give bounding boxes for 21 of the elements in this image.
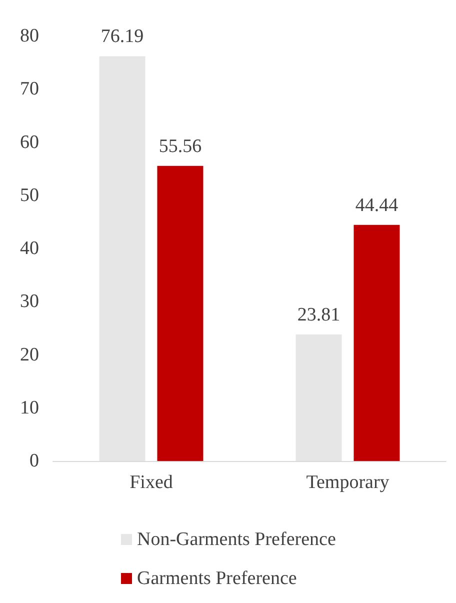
bar — [354, 224, 400, 461]
data-label: 55.56 — [158, 136, 202, 157]
y-tick-label: 70 — [20, 78, 39, 100]
y-tick-label: 50 — [20, 184, 39, 206]
y-tick-label: 60 — [20, 132, 39, 153]
data-label: 44.44 — [355, 194, 399, 216]
y-tick-label: 20 — [20, 344, 39, 366]
bar — [157, 166, 204, 461]
y-tick-label: 80 — [20, 26, 39, 46]
x-tick-label: Temporary — [306, 472, 390, 493]
legend-label: Garments Preference — [137, 568, 297, 589]
x-tick-label: Fixed — [130, 472, 174, 493]
y-tick-label: 10 — [20, 397, 39, 418]
y-tick-label: 40 — [20, 238, 39, 259]
data-label: 23.81 — [297, 304, 340, 326]
y-tick-label: 30 — [20, 291, 39, 312]
bar — [296, 334, 342, 461]
y-tick-label: 0 — [30, 450, 39, 472]
bar — [99, 56, 146, 461]
legend-label: Non-Garments Preference — [137, 529, 336, 550]
data-label: 76.19 — [100, 26, 144, 48]
